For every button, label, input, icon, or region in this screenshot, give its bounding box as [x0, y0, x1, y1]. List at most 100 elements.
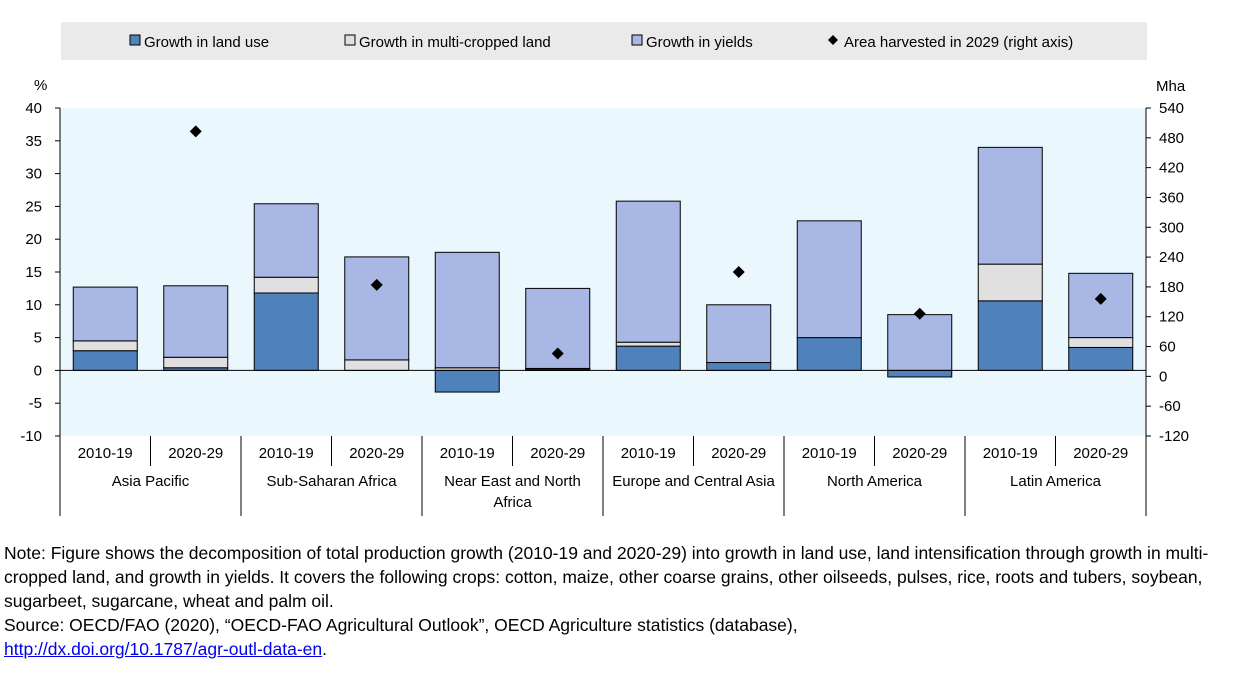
y2-tick-label: 360	[1159, 189, 1184, 206]
bar-segment	[434, 369, 500, 393]
y-tick-label: 20	[25, 231, 42, 248]
source-text: Source: OECD/FAO (2020), “OECD-FAO Agric…	[4, 615, 798, 635]
group-label: Sub-Saharan Africa	[266, 473, 397, 490]
x-tick-label: 2020-29	[892, 445, 947, 462]
y-tick-label: 30	[25, 166, 42, 183]
x-tick-label: 2020-29	[168, 445, 223, 462]
area-harvested-marker	[1094, 292, 1107, 305]
plot-area	[60, 108, 1146, 436]
group-label: Asia Pacific	[112, 473, 190, 490]
bar-segment	[887, 314, 953, 371]
group-label: North America	[827, 473, 923, 490]
bar-segment	[615, 345, 681, 371]
legend-swatch	[129, 34, 141, 46]
source-link-line: http://dx.doi.org/10.1787/agr-outl-data-…	[4, 637, 1232, 661]
group-label-line: Near East and North	[444, 473, 581, 490]
y2-tick-label: 480	[1159, 130, 1184, 147]
bar-segment	[434, 251, 500, 369]
source-link[interactable]: http://dx.doi.org/10.1787/agr-outl-data-…	[4, 639, 323, 659]
x-tick-label: 2010-19	[802, 445, 857, 462]
y-tick-label: 15	[25, 264, 42, 281]
bar-segment	[615, 200, 681, 343]
group-label: Europe and Central Asia	[612, 473, 775, 490]
legend-marker-icon	[828, 35, 838, 45]
bar-segment	[796, 220, 862, 339]
bar-segment	[344, 359, 410, 371]
group-label: Latin America	[1010, 473, 1102, 490]
bar-segment	[887, 369, 953, 378]
bar-segment	[796, 337, 862, 371]
bar-segment	[163, 285, 229, 358]
y2-axis-unit-label: Mha	[1156, 78, 1186, 95]
area-harvested-marker	[189, 125, 202, 138]
bar-segment	[72, 340, 138, 352]
x-tick-label: 2020-29	[530, 445, 585, 462]
x-tick-label: 2020-29	[711, 445, 766, 462]
bar-segment	[72, 286, 138, 342]
y-tick-label: -10	[20, 428, 42, 445]
bar-segment	[253, 292, 319, 371]
bar-segment	[1068, 337, 1134, 348]
axes: % Mha -10 -5 0 5 10 15 20 25 30 35 40 -120 -60 0 60 120 18…	[20, 77, 1189, 445]
bar-segment	[977, 146, 1043, 265]
bar-segment	[72, 350, 138, 371]
y2-tick-label: 120	[1159, 309, 1184, 326]
bar-segment	[977, 263, 1043, 302]
y2-tick-label: 240	[1159, 249, 1184, 266]
y-tick-label: 0	[34, 362, 42, 379]
legend-swatch	[344, 34, 356, 46]
x-tick-label: 2010-19	[621, 445, 676, 462]
note-text: Note: Figure shows the decomposition of …	[4, 543, 1209, 611]
y2-tick-label: 540	[1159, 100, 1184, 117]
x-axis-categories: 2010-19 2020-29 2010-19 2020-29 2010-19 2020-…	[59, 436, 1147, 516]
y2-tick-label: -60	[1159, 398, 1181, 415]
group-label: Near East and North Africa	[444, 473, 581, 511]
scatter-markers	[189, 125, 1107, 360]
y2-tick-label: 60	[1159, 339, 1176, 356]
x-tick-label: 2010-19	[983, 445, 1038, 462]
figure-note: Note: Figure shows the decomposition of …	[4, 541, 1232, 661]
legend-label: Growth in yields	[646, 34, 753, 51]
group-label-line: Africa	[493, 494, 532, 511]
x-tick-label: 2010-19	[440, 445, 495, 462]
area-harvested-marker	[913, 307, 926, 320]
bar-segment	[344, 256, 410, 361]
bar-segment	[1068, 272, 1134, 339]
y-tick-label: 40	[25, 100, 42, 117]
y-tick-label: 35	[25, 133, 42, 150]
y2-tick-label: 300	[1159, 219, 1184, 236]
area-harvested-marker	[551, 347, 564, 360]
bars	[72, 146, 1134, 393]
y-tick-label: 5	[34, 330, 42, 347]
x-tick-label: 2020-29	[349, 445, 404, 462]
bar-segment	[706, 304, 772, 364]
y2-tick-label: -120	[1159, 428, 1189, 445]
y-axis-unit-label: %	[34, 77, 47, 94]
x-tick-label: 2010-19	[78, 445, 133, 462]
y-tick-label: 10	[25, 297, 42, 314]
bar-segment	[977, 300, 1043, 371]
y-tick-label: -5	[29, 395, 42, 412]
area-harvested-marker	[732, 266, 745, 278]
bar-segment	[706, 362, 772, 371]
y2-tick-label: 0	[1159, 368, 1167, 385]
legend-label: Growth in land use	[144, 34, 269, 51]
stacked-bar-chart: Growth in land use Growth in multi-croppe…	[20, 22, 1189, 516]
legend-label: Growth in multi-cropped land	[359, 34, 551, 51]
y2-tick-label: 420	[1159, 160, 1184, 177]
y-tick-label: 25	[25, 198, 42, 215]
legend-swatch	[631, 34, 643, 46]
x-tick-label: 2020-29	[1073, 445, 1128, 462]
bar-segment	[253, 276, 319, 294]
bar-segment	[253, 203, 319, 278]
y2-tick-label: 180	[1159, 279, 1184, 296]
bar-segment	[615, 341, 681, 347]
area-harvested-marker	[370, 278, 383, 291]
link-suffix: .	[322, 639, 328, 659]
legend-background	[61, 22, 1147, 60]
legend-label: Area harvested in 2029 (right axis)	[844, 34, 1073, 51]
x-tick-label: 2010-19	[259, 445, 314, 462]
legend: Growth in land use Growth in multi-croppe…	[129, 34, 1073, 51]
bar-segment	[1068, 346, 1134, 371]
bar-segment	[163, 356, 229, 369]
